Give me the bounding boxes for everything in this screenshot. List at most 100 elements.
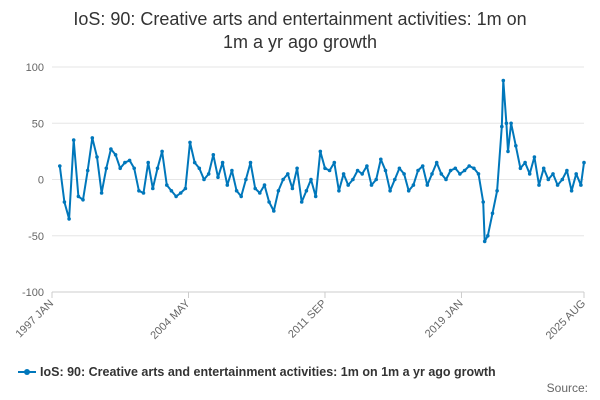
data-point[interactable] — [234, 189, 239, 193]
data-point[interactable] — [286, 172, 290, 176]
data-point[interactable] — [85, 168, 90, 173]
data-point[interactable] — [313, 194, 318, 199]
data-point[interactable] — [365, 164, 369, 168]
data-point[interactable] — [244, 177, 248, 182]
data-point[interactable] — [81, 198, 85, 202]
data-point[interactable] — [113, 153, 118, 157]
data-point[interactable] — [262, 183, 267, 187]
data-point[interactable] — [127, 158, 132, 163]
legend[interactable]: IoS: 90: Creative arts and entertainment… — [18, 365, 496, 379]
data-point[interactable] — [346, 183, 351, 187]
data-point[interactable] — [383, 168, 388, 173]
data-point[interactable] — [458, 172, 462, 176]
data-point[interactable] — [197, 166, 202, 171]
data-point[interactable] — [337, 189, 341, 193]
data-point[interactable] — [560, 177, 565, 182]
data-point[interactable] — [202, 177, 206, 182]
data-point[interactable] — [304, 189, 309, 193]
data-point[interactable] — [272, 209, 276, 213]
data-point[interactable] — [341, 172, 346, 176]
data-point[interactable] — [541, 166, 546, 171]
data-point[interactable] — [495, 189, 499, 193]
data-point[interactable] — [155, 166, 160, 171]
data-point[interactable] — [332, 160, 337, 165]
data-point[interactable] — [169, 189, 174, 193]
data-point[interactable] — [141, 191, 146, 195]
data-point[interactable] — [165, 183, 169, 187]
data-point[interactable] — [500, 124, 504, 129]
data-point[interactable] — [397, 166, 402, 171]
data-point[interactable] — [565, 168, 569, 173]
data-point[interactable] — [472, 166, 476, 171]
data-point[interactable] — [555, 183, 560, 187]
data-point[interactable] — [467, 164, 472, 168]
data-point[interactable] — [430, 172, 434, 176]
data-point[interactable] — [137, 189, 141, 193]
data-point[interactable] — [327, 168, 332, 173]
data-point[interactable] — [481, 200, 486, 204]
data-point[interactable] — [551, 172, 555, 176]
data-point[interactable] — [239, 194, 243, 199]
data-point[interactable] — [486, 234, 490, 238]
data-point[interactable] — [518, 166, 523, 171]
data-point[interactable] — [174, 194, 178, 199]
data-point[interactable] — [579, 183, 583, 187]
data-point[interactable] — [295, 166, 299, 171]
data-point[interactable] — [267, 200, 271, 204]
data-point[interactable] — [188, 140, 192, 145]
data-point[interactable] — [206, 172, 211, 176]
data-point[interactable] — [109, 147, 113, 151]
data-point[interactable] — [183, 186, 188, 191]
data-point[interactable] — [216, 175, 220, 180]
data-point[interactable] — [123, 160, 127, 165]
data-point[interactable] — [67, 217, 71, 221]
data-point[interactable] — [318, 149, 323, 154]
data-point[interactable] — [374, 177, 379, 182]
data-point[interactable] — [211, 153, 216, 157]
data-point[interactable] — [434, 160, 439, 165]
data-point[interactable] — [58, 164, 62, 168]
data-point[interactable] — [290, 186, 295, 191]
data-point[interactable] — [490, 211, 495, 216]
data-point[interactable] — [90, 136, 95, 140]
data-point[interactable] — [582, 160, 586, 165]
data-point[interactable] — [388, 189, 392, 193]
data-point[interactable] — [523, 160, 527, 165]
data-point[interactable] — [537, 183, 541, 187]
data-point[interactable] — [416, 168, 420, 173]
data-point[interactable] — [425, 183, 430, 187]
data-point[interactable] — [514, 144, 518, 148]
data-point[interactable] — [71, 138, 76, 142]
data-point[interactable] — [532, 155, 537, 159]
data-point[interactable] — [104, 166, 109, 171]
data-point[interactable] — [351, 177, 355, 182]
data-point[interactable] — [379, 157, 383, 162]
data-point[interactable] — [95, 155, 99, 159]
data-point[interactable] — [225, 183, 230, 187]
data-point[interactable] — [132, 166, 136, 171]
data-point[interactable] — [355, 168, 360, 173]
data-point[interactable] — [281, 177, 285, 182]
data-point[interactable] — [118, 166, 122, 171]
data-point[interactable] — [160, 149, 164, 154]
data-point[interactable] — [462, 168, 467, 173]
data-point[interactable] — [276, 189, 281, 193]
data-point[interactable] — [99, 191, 104, 195]
data-point[interactable] — [62, 200, 67, 204]
data-point[interactable] — [569, 189, 574, 193]
data-point[interactable] — [192, 160, 197, 165]
data-point[interactable] — [360, 172, 365, 176]
data-point[interactable] — [506, 149, 510, 154]
data-point[interactable] — [323, 166, 327, 171]
data-point[interactable] — [411, 183, 416, 187]
data-point[interactable] — [393, 177, 397, 182]
data-point[interactable] — [253, 186, 257, 191]
data-point[interactable] — [504, 121, 509, 126]
data-point[interactable] — [439, 172, 444, 176]
data-point[interactable] — [151, 186, 155, 191]
data-point[interactable] — [402, 172, 406, 176]
data-point[interactable] — [220, 160, 225, 165]
data-point[interactable] — [406, 189, 411, 193]
data-point[interactable] — [248, 160, 253, 165]
data-point[interactable] — [146, 160, 150, 165]
